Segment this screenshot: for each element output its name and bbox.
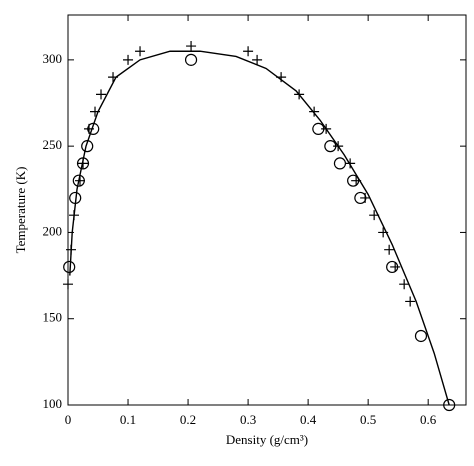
- circle-point: [184, 53, 198, 66]
- plus-point: [66, 244, 77, 255]
- y-axis-label: Temperature (K): [13, 167, 28, 254]
- plus-point: [294, 89, 305, 100]
- plus-point: [90, 106, 101, 117]
- plus-point: [399, 279, 410, 290]
- plus-point: [405, 296, 416, 307]
- x-tick-label: 0.3: [240, 412, 256, 427]
- x-tick-label: 0.5: [360, 412, 376, 427]
- plus-point: [360, 192, 371, 203]
- plus-point: [351, 175, 362, 186]
- plus-point: [123, 54, 134, 65]
- plus-point: [369, 210, 380, 221]
- plus-point: [135, 46, 146, 57]
- plus-point: [108, 72, 119, 83]
- plus-point: [276, 72, 287, 83]
- y-tick-label: 100: [43, 396, 63, 411]
- plus-point: [345, 158, 356, 169]
- plus-point: [96, 89, 107, 100]
- x-tick-label: 0.4: [300, 412, 317, 427]
- circle-point: [443, 398, 456, 412]
- x-tick-label: 0.6: [420, 412, 437, 427]
- plus-point: [252, 54, 263, 65]
- plus-point: [333, 141, 344, 152]
- plus-point: [378, 227, 389, 238]
- circle-point: [63, 260, 76, 274]
- circle-point: [76, 157, 90, 170]
- circle-point: [333, 157, 347, 170]
- x-tick-label: 0.2: [180, 412, 196, 427]
- plus-point: [78, 158, 89, 169]
- curve: [69, 50, 450, 406]
- y-tick-label: 150: [43, 310, 63, 325]
- plus-point: [309, 106, 320, 117]
- y-tick-label: 250: [43, 137, 63, 152]
- plus-point: [84, 123, 95, 134]
- plus-point: [243, 46, 254, 57]
- x-tick-label: 0.1: [120, 412, 136, 427]
- plus-point: [390, 261, 401, 272]
- circle-point: [414, 329, 428, 343]
- y-tick-label: 200: [43, 223, 63, 238]
- x-axis-label: Density (g/cm³): [226, 432, 308, 447]
- circle-point: [69, 191, 82, 205]
- circle-point: [81, 140, 94, 153]
- plus-point: [63, 279, 73, 290]
- plus-point: [75, 175, 86, 186]
- plot-frame: [67, 14, 467, 406]
- plus-point: [69, 210, 80, 221]
- x-tick-label: 0: [65, 412, 72, 427]
- plus-point: [186, 41, 197, 52]
- y-tick-label: 300: [43, 51, 63, 66]
- plus-point: [384, 244, 395, 255]
- plus-point: [321, 123, 332, 134]
